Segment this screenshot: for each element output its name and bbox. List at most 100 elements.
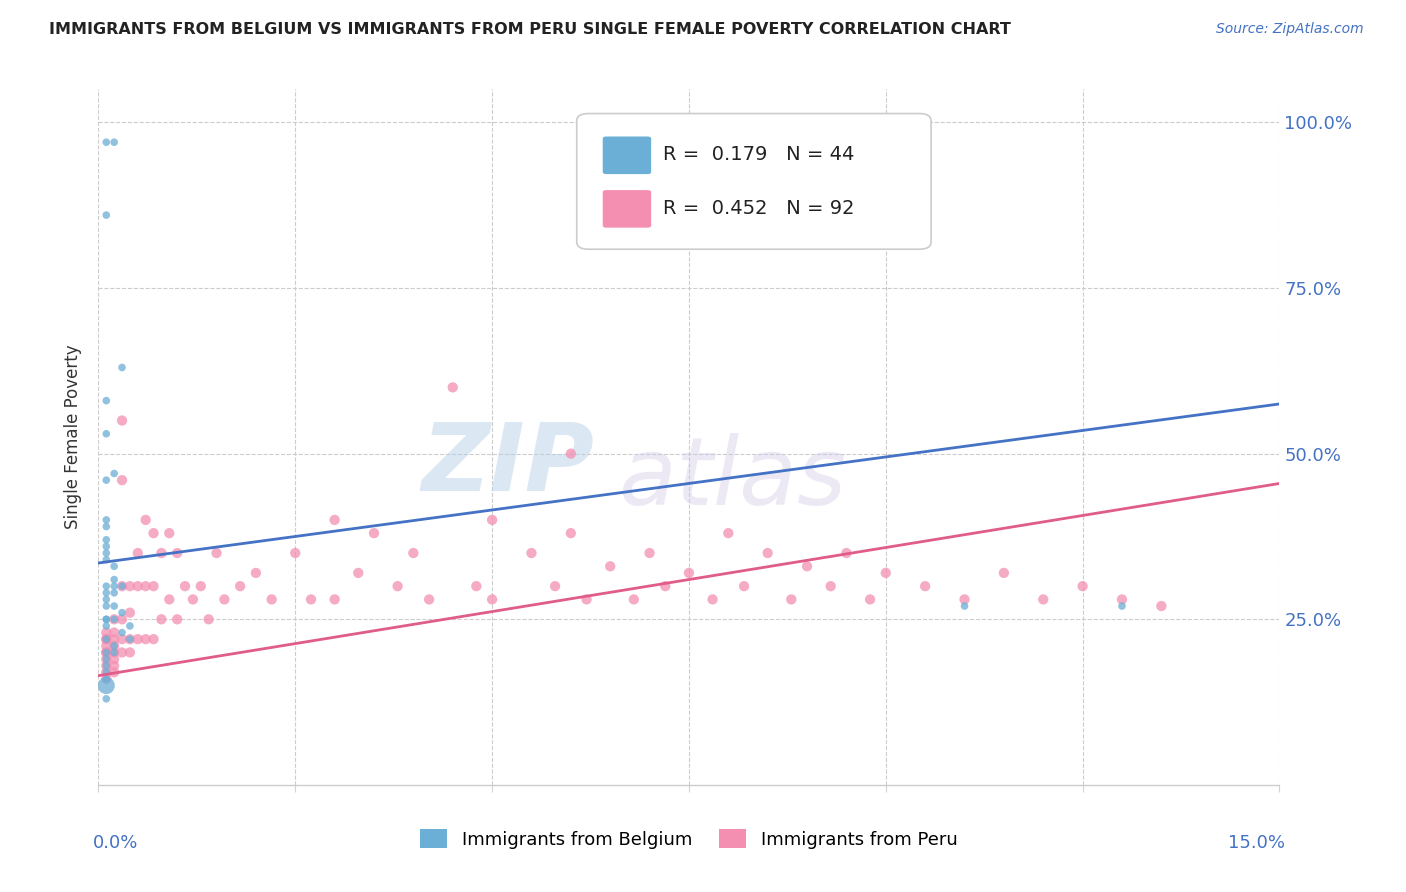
Point bbox=[111, 579, 134, 593]
Point bbox=[96, 645, 118, 659]
Point bbox=[1150, 599, 1173, 613]
Point bbox=[402, 546, 425, 560]
Text: IMMIGRANTS FROM BELGIUM VS IMMIGRANTS FROM PERU SINGLE FEMALE POVERTY CORRELATIO: IMMIGRANTS FROM BELGIUM VS IMMIGRANTS FR… bbox=[49, 22, 1011, 37]
Point bbox=[96, 612, 118, 626]
Point bbox=[96, 546, 118, 560]
Point bbox=[118, 632, 141, 647]
Point bbox=[481, 513, 503, 527]
Point bbox=[1071, 579, 1094, 593]
Point bbox=[142, 526, 165, 541]
Legend: Immigrants from Belgium, Immigrants from Peru: Immigrants from Belgium, Immigrants from… bbox=[413, 822, 965, 856]
Point bbox=[623, 592, 645, 607]
Point bbox=[914, 579, 936, 593]
Text: R =  0.179   N = 44: R = 0.179 N = 44 bbox=[664, 145, 855, 164]
Text: ZIP: ZIP bbox=[422, 419, 595, 511]
Point bbox=[245, 566, 267, 580]
Point bbox=[544, 579, 567, 593]
FancyBboxPatch shape bbox=[576, 113, 931, 249]
Point bbox=[96, 665, 118, 680]
Point bbox=[103, 632, 125, 647]
Point bbox=[96, 592, 118, 607]
Point bbox=[111, 473, 134, 487]
Point bbox=[96, 619, 118, 633]
Point bbox=[103, 645, 125, 659]
Point bbox=[993, 566, 1015, 580]
Point bbox=[166, 546, 188, 560]
Point bbox=[103, 579, 125, 593]
Point bbox=[96, 426, 118, 441]
Point bbox=[678, 566, 700, 580]
Point bbox=[96, 672, 118, 686]
Point bbox=[654, 579, 676, 593]
Point bbox=[205, 546, 228, 560]
Point bbox=[103, 639, 125, 653]
Point bbox=[733, 579, 755, 593]
Point bbox=[284, 546, 307, 560]
Point bbox=[96, 652, 118, 666]
Point bbox=[96, 135, 118, 149]
Point bbox=[96, 625, 118, 640]
Point bbox=[441, 380, 464, 394]
Text: atlas: atlas bbox=[619, 434, 846, 524]
Point bbox=[111, 606, 134, 620]
Point bbox=[96, 632, 118, 647]
Point bbox=[560, 526, 582, 541]
Point bbox=[103, 135, 125, 149]
FancyBboxPatch shape bbox=[603, 190, 651, 227]
Point bbox=[820, 579, 842, 593]
Point bbox=[859, 592, 882, 607]
Text: 15.0%: 15.0% bbox=[1229, 834, 1285, 852]
Point bbox=[96, 652, 118, 666]
Point bbox=[796, 559, 818, 574]
Point bbox=[96, 672, 118, 686]
Point bbox=[111, 360, 134, 375]
Point bbox=[96, 533, 118, 547]
Point bbox=[150, 612, 173, 626]
Point bbox=[135, 632, 157, 647]
Point bbox=[103, 665, 125, 680]
Point bbox=[1111, 592, 1133, 607]
Point bbox=[96, 658, 118, 673]
Point bbox=[103, 586, 125, 600]
Point bbox=[181, 592, 204, 607]
Point bbox=[96, 665, 118, 680]
Point bbox=[103, 559, 125, 574]
Point bbox=[96, 691, 118, 706]
Point bbox=[465, 579, 488, 593]
Point bbox=[875, 566, 897, 580]
Point bbox=[96, 612, 118, 626]
Point bbox=[118, 619, 141, 633]
Point bbox=[481, 592, 503, 607]
Point bbox=[96, 473, 118, 487]
Point bbox=[387, 579, 409, 593]
Point bbox=[96, 513, 118, 527]
Point bbox=[157, 592, 180, 607]
Point bbox=[418, 592, 440, 607]
Point bbox=[118, 632, 141, 647]
Point bbox=[575, 592, 598, 607]
Point bbox=[96, 586, 118, 600]
Point bbox=[1111, 599, 1133, 613]
Point bbox=[111, 579, 134, 593]
Point bbox=[953, 592, 976, 607]
Point bbox=[835, 546, 858, 560]
Point bbox=[127, 546, 149, 560]
Point bbox=[96, 645, 118, 659]
Point bbox=[166, 612, 188, 626]
Point bbox=[190, 579, 212, 593]
Point bbox=[96, 645, 118, 659]
Point bbox=[103, 599, 125, 613]
FancyBboxPatch shape bbox=[603, 136, 651, 174]
Point bbox=[111, 612, 134, 626]
Point bbox=[142, 632, 165, 647]
Point bbox=[118, 645, 141, 659]
Point bbox=[96, 552, 118, 566]
Text: Source: ZipAtlas.com: Source: ZipAtlas.com bbox=[1216, 22, 1364, 37]
Point bbox=[118, 606, 141, 620]
Point bbox=[103, 625, 125, 640]
Point bbox=[520, 546, 543, 560]
Point bbox=[174, 579, 197, 593]
Point bbox=[111, 632, 134, 647]
Point bbox=[127, 579, 149, 593]
Point bbox=[323, 513, 346, 527]
